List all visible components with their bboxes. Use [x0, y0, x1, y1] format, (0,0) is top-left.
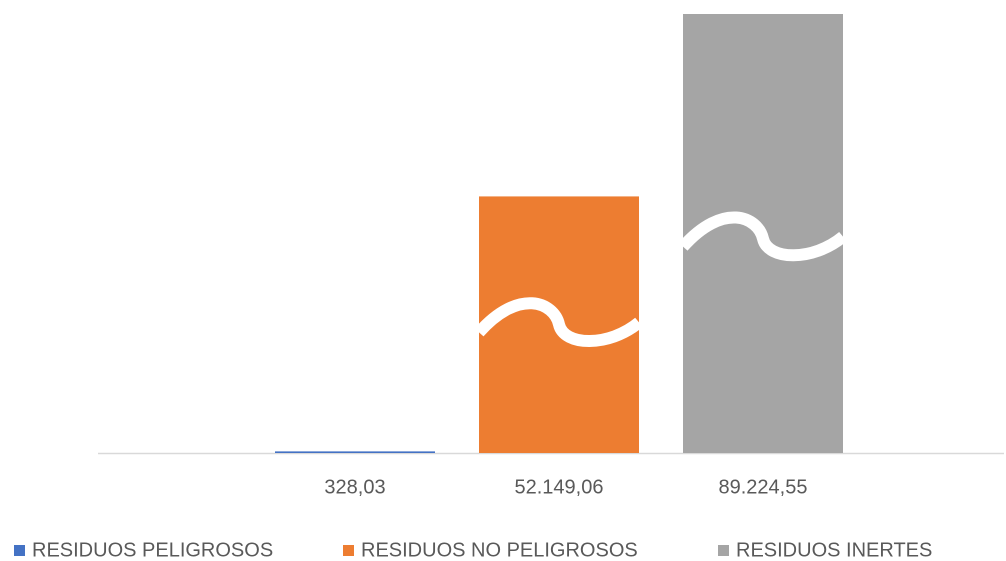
legend-swatch — [343, 545, 354, 556]
axis-break — [678, 211, 847, 262]
value-label: 89.224,55 — [719, 476, 808, 498]
value-label: 328,03 — [324, 476, 385, 498]
legend-label: RESIDUOS NO PELIGROSOS — [361, 539, 638, 561]
legend-swatch — [14, 545, 25, 556]
bar — [275, 451, 435, 453]
legend-swatch — [718, 545, 729, 556]
legend-label: RESIDUOS INERTES — [736, 539, 932, 561]
legend-label: RESIDUOS PELIGROSOS — [32, 539, 273, 561]
axis-break — [474, 297, 643, 347]
value-label: 52.149,06 — [515, 476, 604, 498]
